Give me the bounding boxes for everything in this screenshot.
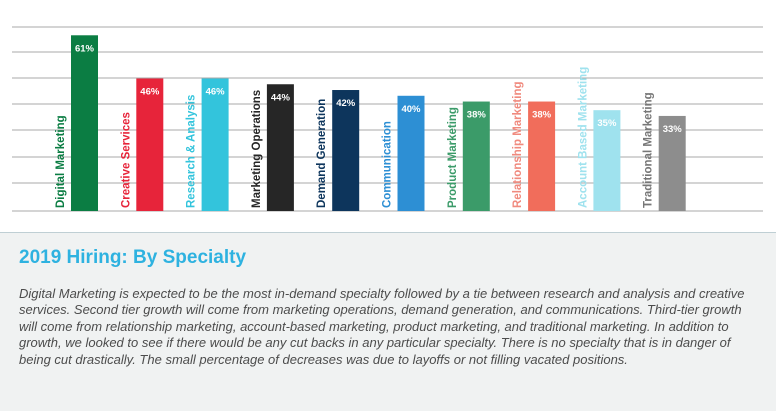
bar-chart: 61% Digital Marketing 46% Creative Services… — [12, 26, 763, 212]
bar — [136, 78, 164, 211]
data-label: 33% — [663, 124, 683, 135]
category-label: Account Based Marketing — [577, 67, 589, 208]
data-label: 61% — [75, 43, 95, 54]
data-label: 38% — [532, 110, 552, 121]
bar — [658, 115, 686, 211]
data-label: 42% — [336, 98, 356, 109]
caption-body: Digital Marketing is expected to be the … — [19, 286, 745, 367]
bar — [528, 101, 556, 211]
data-label: 46% — [140, 86, 160, 97]
caption-title: 2019 Hiring: By Specialty — [19, 247, 247, 268]
category-label: Demand Generation — [316, 99, 328, 208]
data-label: 40% — [401, 104, 421, 115]
caption-panel: 2019 Hiring: By Specialty Digital Market… — [0, 233, 776, 411]
data-label: 46% — [206, 86, 226, 97]
data-label: 38% — [467, 110, 487, 121]
bar — [332, 90, 360, 211]
data-label: 35% — [597, 118, 617, 129]
section-divider — [0, 232, 776, 233]
category-label: Product Marketing — [447, 107, 459, 208]
category-label: Creative Services — [120, 112, 132, 208]
bar-chart-svg: 61% Digital Marketing 46% Creative Services… — [12, 26, 763, 212]
data-label: 44% — [271, 92, 291, 103]
category-label: Traditional Marketing — [643, 92, 655, 208]
category-label: Marketing Operations — [251, 90, 263, 208]
category-label: Relationship Marketing — [512, 81, 524, 208]
bar — [266, 84, 294, 211]
bar — [462, 101, 490, 211]
category-label: Research & Analysis — [186, 95, 198, 208]
bar — [593, 110, 621, 211]
category-label: Digital Marketing — [55, 115, 67, 208]
bar — [397, 95, 425, 211]
bar — [71, 35, 98, 211]
category-label: Communication — [382, 121, 394, 208]
bar — [201, 78, 229, 211]
